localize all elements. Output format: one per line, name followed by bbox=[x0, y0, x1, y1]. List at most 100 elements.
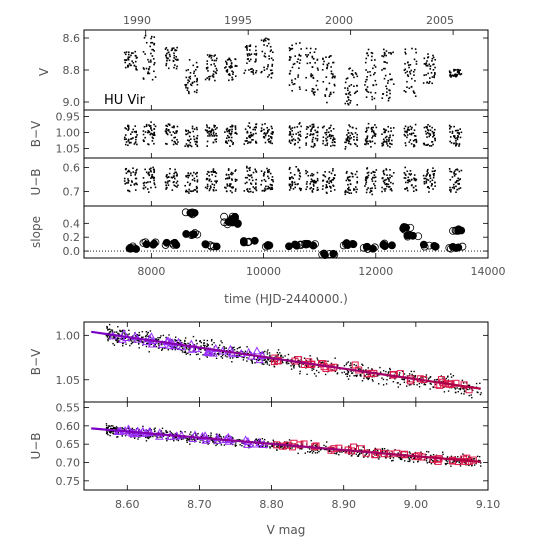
vmag-tick-label: 8.70 bbox=[187, 498, 212, 511]
cm-dot bbox=[309, 359, 311, 361]
ub-point bbox=[173, 172, 175, 175]
bv-point bbox=[252, 139, 254, 141]
v-point bbox=[151, 48, 153, 51]
cm-dot bbox=[147, 437, 150, 440]
cm-dot bbox=[141, 330, 144, 333]
cm-dot bbox=[341, 371, 343, 374]
cm-dot bbox=[147, 335, 149, 337]
cm-dot bbox=[160, 335, 162, 337]
bv-point bbox=[349, 138, 351, 140]
cm-dot bbox=[349, 364, 351, 367]
cm-dot bbox=[231, 437, 234, 439]
triangle-marker bbox=[257, 350, 267, 359]
v-point bbox=[430, 72, 433, 74]
v-point bbox=[372, 84, 374, 86]
cm-dot bbox=[107, 338, 109, 340]
v-point bbox=[384, 67, 386, 70]
ub-point bbox=[255, 170, 257, 172]
ub-point bbox=[226, 177, 229, 179]
bv-point bbox=[153, 134, 156, 137]
bv-point bbox=[329, 137, 332, 140]
bv-point bbox=[291, 127, 294, 129]
cm-dot bbox=[206, 356, 208, 358]
cm-dot bbox=[206, 345, 208, 347]
bv-point bbox=[432, 135, 434, 138]
v-point bbox=[268, 55, 270, 57]
cm-dot bbox=[198, 348, 200, 350]
ub-point bbox=[263, 172, 265, 175]
cm-dot bbox=[122, 342, 125, 344]
bv-point bbox=[230, 132, 233, 135]
cm-dot bbox=[222, 436, 225, 438]
ub-point bbox=[332, 168, 334, 170]
v-point bbox=[206, 68, 208, 70]
v-point bbox=[130, 64, 132, 67]
bv-point bbox=[251, 139, 253, 141]
ub-point bbox=[212, 189, 215, 192]
v-point bbox=[453, 70, 455, 72]
bv-point bbox=[346, 136, 349, 139]
cm-dot bbox=[226, 353, 228, 355]
cm-dot bbox=[401, 458, 403, 461]
ub-point bbox=[413, 177, 416, 180]
bv-point bbox=[325, 133, 328, 136]
cm-dot bbox=[210, 340, 213, 342]
bv-point bbox=[427, 123, 429, 126]
cm-dot bbox=[140, 340, 142, 342]
v-point bbox=[311, 56, 314, 59]
cm-dot bbox=[368, 373, 370, 376]
cm-dot bbox=[350, 364, 352, 366]
cm-dot bbox=[418, 386, 421, 388]
v-point bbox=[329, 55, 331, 58]
cm-dot bbox=[145, 440, 148, 442]
cm-dot bbox=[285, 361, 288, 364]
cm-dot bbox=[232, 347, 234, 349]
cm-dot bbox=[116, 436, 118, 438]
bv-point bbox=[311, 138, 314, 141]
bv-point bbox=[332, 137, 335, 139]
cm-dot bbox=[301, 444, 304, 446]
cm-dot bbox=[259, 445, 261, 448]
v-point bbox=[350, 84, 353, 86]
cm-dot bbox=[291, 447, 293, 449]
cm-dot bbox=[150, 343, 153, 345]
cm-dot bbox=[428, 377, 430, 380]
ub-point bbox=[173, 184, 176, 187]
cm-dot bbox=[193, 438, 195, 440]
ub-point bbox=[383, 179, 386, 182]
v-point bbox=[265, 37, 267, 40]
bv-point bbox=[457, 129, 459, 132]
v-point bbox=[367, 48, 370, 51]
cm-dot bbox=[158, 344, 160, 347]
v-point bbox=[196, 79, 199, 81]
ub-point bbox=[382, 180, 385, 183]
v-point bbox=[297, 74, 300, 76]
v-point bbox=[133, 64, 136, 67]
cm-dot bbox=[264, 361, 267, 364]
v-point bbox=[300, 48, 302, 50]
bv-point bbox=[298, 123, 301, 125]
cm-dot bbox=[186, 439, 188, 442]
bv-point bbox=[322, 136, 325, 139]
v-point bbox=[351, 73, 354, 75]
bv-point bbox=[456, 138, 459, 141]
bv-point bbox=[334, 141, 336, 144]
cm-dot bbox=[286, 446, 289, 448]
triangle-marker bbox=[250, 439, 260, 448]
y-tick-label: 0.65 bbox=[56, 438, 81, 451]
cm-dot bbox=[174, 336, 177, 338]
v-point bbox=[128, 63, 131, 65]
cm-dot bbox=[446, 460, 448, 463]
bv-point bbox=[373, 132, 376, 135]
v-point bbox=[291, 66, 294, 69]
v-point bbox=[413, 68, 416, 71]
y-tick-label: 1.00 bbox=[56, 329, 81, 342]
ub-point bbox=[458, 170, 461, 173]
ub-point bbox=[289, 178, 291, 180]
ub-point bbox=[228, 184, 231, 187]
bv-point bbox=[429, 145, 431, 147]
v-point bbox=[426, 60, 428, 62]
bv-point bbox=[144, 136, 146, 139]
ub-point bbox=[191, 174, 194, 177]
v-point bbox=[195, 91, 198, 94]
